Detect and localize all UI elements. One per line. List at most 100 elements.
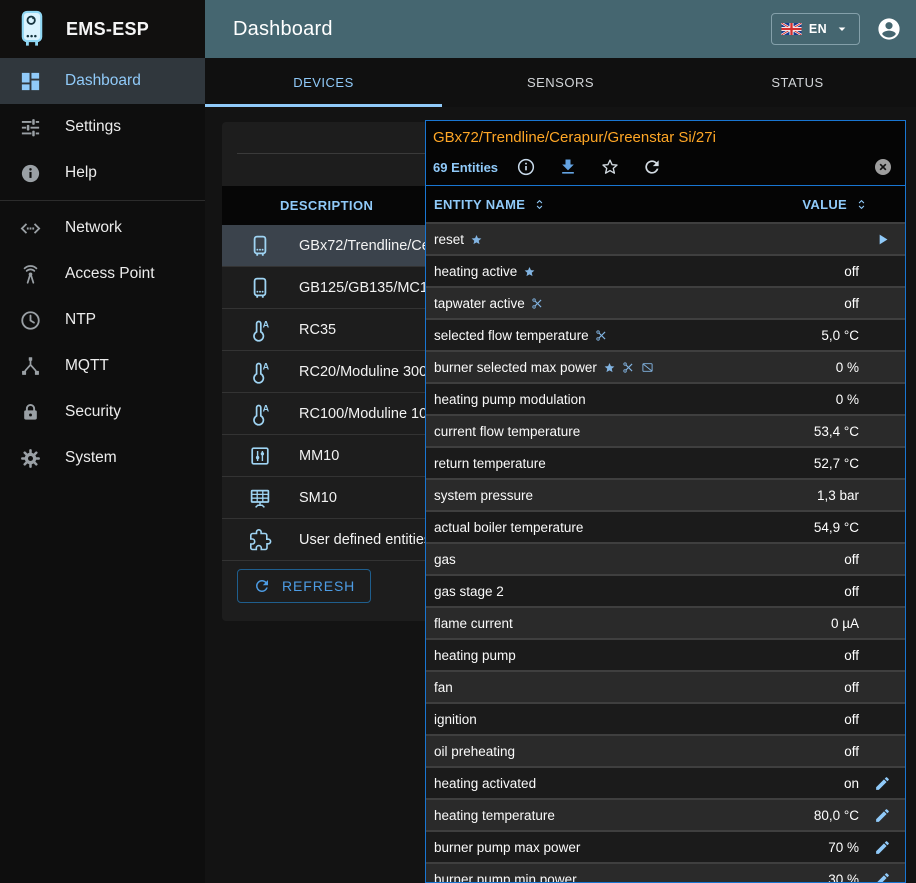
sidebar-item-label: Security: [65, 403, 121, 420]
entity-row[interactable]: heating pump off: [426, 638, 905, 670]
entity-row[interactable]: flame current 0 µA: [426, 606, 905, 638]
sidebar-item-access-point[interactable]: Access Point: [0, 251, 205, 297]
entity-panel-header: GBx72/Trendline/Cerapur/Greenstar Si/27i…: [426, 121, 905, 186]
hub-icon: [19, 355, 42, 378]
entity-row[interactable]: burner pump min power 30 %: [426, 862, 905, 883]
entity-table: reset heating active off tapwater active off…: [426, 222, 905, 883]
entity-table-header: ENTITY NAME VALUE: [426, 186, 905, 222]
entity-name: reset: [434, 231, 465, 247]
entity-name: system pressure: [434, 487, 534, 503]
entity-row[interactable]: burner selected max power 0 %: [426, 350, 905, 382]
favorite-icon: [603, 361, 616, 374]
entity-row[interactable]: ignition off: [426, 702, 905, 734]
language-selector-button[interactable]: EN: [770, 13, 860, 45]
entity-name: actual boiler temperature: [434, 519, 584, 535]
entity-action-cell: [859, 871, 905, 882]
boiler-icon: [248, 276, 272, 300]
refresh-button-label: REFRESH: [282, 578, 356, 594]
tab-sensors[interactable]: SENSORS: [442, 58, 679, 107]
app-header-left: EMS-ESP: [0, 0, 205, 58]
entity-name: burner selected max power: [434, 359, 597, 375]
info-icon: [19, 162, 42, 185]
tab-label: DEVICES: [293, 75, 354, 90]
entity-name: tapwater active: [434, 295, 525, 311]
app-name: EMS-ESP: [66, 18, 150, 39]
sidebar-item-network[interactable]: Network: [0, 205, 205, 251]
device-name: RC20/Moduline 300: [299, 363, 428, 380]
sort-by-value-header[interactable]: VALUE: [802, 197, 869, 212]
refresh-button[interactable]: REFRESH: [237, 569, 372, 603]
entity-name: fan: [434, 679, 453, 695]
entity-row[interactable]: burner pump max power 70 %: [426, 830, 905, 862]
entity-row[interactable]: system pressure 1,3 bar: [426, 478, 905, 510]
entity-name: burner pump min power: [434, 871, 577, 883]
entity-row[interactable]: oil preheating off: [426, 734, 905, 766]
sidebar-item-label: Help: [65, 164, 97, 181]
entity-name: heating temperature: [434, 807, 555, 823]
entity-value: off: [844, 743, 859, 759]
entity-row[interactable]: heating activated on: [426, 766, 905, 798]
entity-name: selected flow temperature: [434, 327, 589, 343]
sidebar-item-label: Dashboard: [65, 72, 141, 89]
edit-icon[interactable]: [874, 839, 891, 856]
sidebar-item-label: MQTT: [65, 357, 109, 374]
entity-row[interactable]: heating pump modulation 0 %: [426, 382, 905, 414]
sidebar-divider: [0, 200, 205, 201]
entity-name: gas: [434, 551, 456, 567]
device-name: User defined entities: [299, 531, 432, 548]
sort-by-name-header[interactable]: ENTITY NAME: [434, 197, 802, 212]
entity-row[interactable]: heating active off: [426, 254, 905, 286]
sidebar-item-mqtt[interactable]: MQTT: [0, 343, 205, 389]
entity-row[interactable]: tapwater active off: [426, 286, 905, 318]
close-icon[interactable]: [873, 157, 893, 177]
entity-row[interactable]: current flow temperature 53,4 °C: [426, 414, 905, 446]
sidebar-item-label: Network: [65, 219, 122, 236]
web-off-icon: [641, 361, 654, 374]
tab-label: STATUS: [771, 75, 824, 90]
edit-icon[interactable]: [874, 807, 891, 824]
tab-devices[interactable]: DEVICES: [205, 58, 442, 107]
star-outline-icon[interactable]: [600, 157, 620, 177]
account-icon[interactable]: [876, 16, 902, 42]
entity-value: off: [844, 583, 859, 599]
entity-name: current flow temperature: [434, 423, 581, 439]
dashboard-icon: [19, 70, 42, 93]
sidebar-item-settings[interactable]: Settings: [0, 104, 205, 150]
edit-icon[interactable]: [874, 775, 891, 792]
device-title: GBx72/Trendline/Cerapur/Greenstar Si/27i: [433, 129, 716, 146]
tab-status[interactable]: STATUS: [679, 58, 916, 107]
entity-row[interactable]: return temperature 52,7 °C: [426, 446, 905, 478]
scissors-icon: [622, 361, 635, 374]
entity-count: 69 Entities: [433, 159, 499, 175]
sidebar-item-label: System: [65, 449, 117, 466]
entity-row[interactable]: gas off: [426, 542, 905, 574]
device-name: RC100/Moduline 1000: [299, 405, 444, 422]
sidebar-item-help[interactable]: Help: [0, 150, 205, 196]
play-icon[interactable]: [874, 231, 891, 248]
info-icon[interactable]: [516, 157, 536, 177]
entity-value: 80,0 °C: [813, 807, 859, 823]
device-name: RC35: [299, 321, 337, 338]
sidebar-item-security[interactable]: Security: [0, 389, 205, 435]
ethernet-icon: [19, 217, 42, 240]
scissors-icon: [595, 329, 608, 342]
device-name: MM10: [299, 447, 340, 464]
entity-row[interactable]: reset: [426, 222, 905, 254]
entity-action-cell: [859, 807, 905, 824]
entity-row[interactable]: selected flow temperature 5,0 °C: [426, 318, 905, 350]
entity-row[interactable]: gas stage 2 off: [426, 574, 905, 606]
svg-text:A: A: [263, 403, 270, 413]
entity-value: 0 µA: [830, 615, 859, 631]
sidebar-item-dashboard[interactable]: Dashboard: [0, 58, 205, 104]
sidebar-item-ntp[interactable]: NTP: [0, 297, 205, 343]
sidebar-item-system[interactable]: System: [0, 435, 205, 481]
mixer-icon: [248, 444, 272, 468]
entity-row[interactable]: fan off: [426, 670, 905, 702]
download-icon[interactable]: [558, 157, 578, 177]
edit-icon[interactable]: [874, 871, 891, 882]
entity-row[interactable]: actual boiler temperature 54,9 °C: [426, 510, 905, 542]
refresh-entities-icon[interactable]: [642, 157, 662, 177]
entity-value: on: [843, 775, 859, 791]
entity-name: return temperature: [434, 455, 546, 471]
entity-row[interactable]: heating temperature 80,0 °C: [426, 798, 905, 830]
